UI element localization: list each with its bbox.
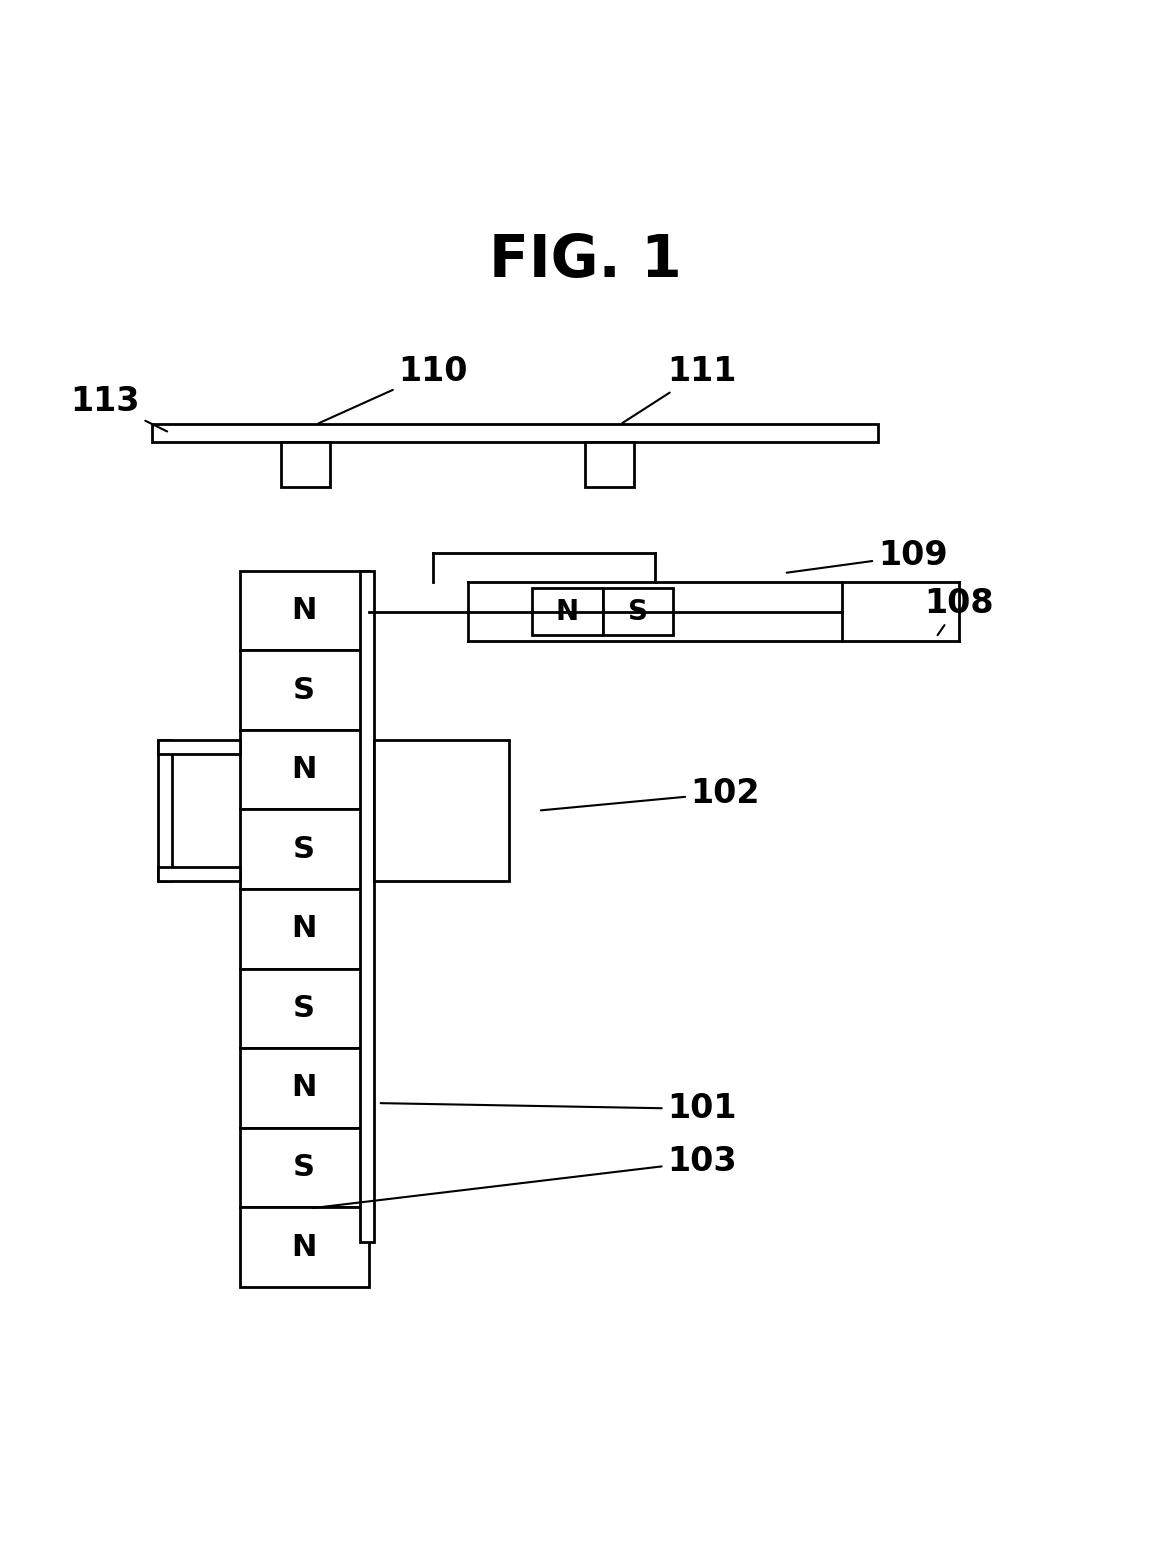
Bar (158, 740, 240, 754)
Bar (240, 1128, 369, 1207)
Bar (374, 740, 509, 881)
Bar (158, 867, 240, 881)
Text: N: N (556, 597, 579, 625)
Text: S: S (294, 834, 315, 864)
Bar (240, 968, 369, 1048)
Bar (240, 731, 369, 810)
Text: 110: 110 (318, 355, 468, 423)
Text: N: N (291, 1233, 317, 1261)
Bar (240, 571, 369, 650)
Text: FIG. 1: FIG. 1 (489, 233, 681, 288)
Bar (360, 571, 374, 1242)
Text: 102: 102 (541, 777, 761, 810)
Text: S: S (294, 994, 315, 1022)
Bar (281, 442, 330, 487)
Text: S: S (294, 1152, 315, 1182)
Bar (240, 1048, 369, 1128)
Text: 113: 113 (70, 385, 167, 431)
Text: 103: 103 (312, 1145, 737, 1208)
Text: 101: 101 (380, 1092, 737, 1126)
Bar (603, 588, 673, 634)
Bar (585, 442, 634, 487)
Bar (240, 650, 369, 731)
Bar (152, 425, 878, 442)
Text: N: N (291, 755, 317, 785)
Text: 108: 108 (924, 586, 994, 636)
Text: 109: 109 (786, 540, 948, 572)
Bar (240, 810, 369, 889)
Text: N: N (291, 914, 317, 943)
Bar (158, 740, 172, 881)
Text: N: N (291, 1073, 317, 1103)
Text: 111: 111 (622, 355, 737, 423)
Text: N: N (291, 596, 317, 625)
Bar (240, 1207, 369, 1287)
Text: S: S (294, 676, 315, 704)
Bar (532, 588, 603, 634)
Text: S: S (627, 597, 648, 625)
Bar (240, 889, 369, 968)
